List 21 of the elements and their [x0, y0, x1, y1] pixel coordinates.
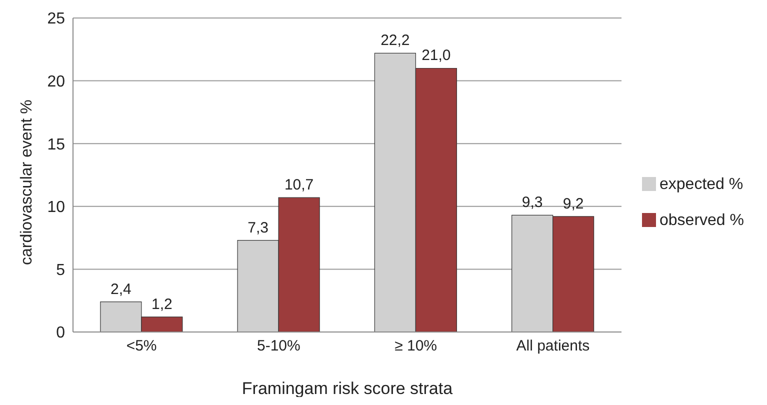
y-tick-label: 5	[56, 262, 66, 279]
data-label: 7,3	[248, 219, 268, 236]
y-tick-label: 25	[47, 10, 66, 28]
legend-label: expected %	[660, 176, 744, 192]
data-label: 22,2	[380, 32, 410, 50]
data-label: 9,2	[562, 195, 584, 212]
y-tick-label: 0	[56, 324, 66, 342]
data-label: 1,2	[151, 296, 172, 313]
data-label: 10,7	[284, 176, 314, 194]
data-label: 9,3	[522, 194, 543, 212]
y-tick-label: 10	[47, 199, 66, 216]
x-tick-label: ≥ 10%	[394, 338, 438, 355]
y-axis-title: cardiovascular event %	[18, 100, 36, 265]
x-tick-label: 5-10%	[257, 338, 300, 355]
y-tick-label: 15	[47, 136, 66, 154]
y-tick-label: 20	[47, 73, 66, 90]
data-label: 2,4	[110, 280, 132, 298]
data-label: 21,0	[422, 47, 451, 64]
x-tick-label: All patients	[516, 338, 590, 355]
legend-label: observed %	[660, 212, 744, 228]
x-tick-label: <5%	[126, 338, 157, 355]
